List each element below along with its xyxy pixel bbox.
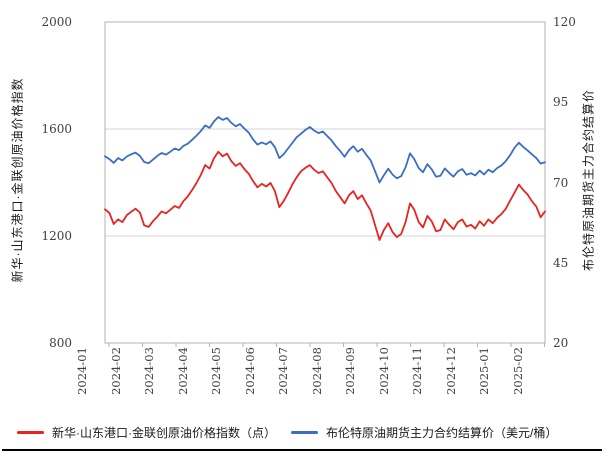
right-axis-tick: 45 (553, 255, 569, 270)
x-axis-tick: 2024-10 (376, 347, 391, 395)
right-axis-tick: 95 (553, 95, 569, 110)
chart-legend: 新华·山东港口·金联创原油价格指数（点） 布伦特原油期货主力合约结算价（美元/桶） (17, 422, 592, 442)
legend-line-swatch (17, 430, 44, 434)
right-axis-tick: 20 (553, 336, 569, 350)
left-axis-title: 新华·山东港口·金联创原油价格指数 (10, 77, 25, 283)
legend-item: 新华·山东港口·金联创原油价格指数（点） (17, 424, 276, 441)
x-axis-tick: 2024-02 (108, 347, 123, 395)
x-axis-tick: 2024-04 (175, 347, 190, 395)
x-axis-tick: 2024-07 (276, 347, 290, 395)
left-axis-tick: 2000 (41, 15, 72, 29)
left-axis-tick: 1200 (41, 229, 72, 243)
x-axis-tick: 2025-02 (510, 347, 525, 395)
bottom-border (2, 449, 602, 451)
x-axis-tick: 2024-08 (309, 347, 324, 395)
x-axis-tick: 2024-01 (75, 347, 89, 395)
plot-frame (104, 21, 546, 344)
series-line-brent (104, 116, 546, 184)
legend-label: 布伦特原油期货主力合约结算价（美元/桶） (326, 425, 558, 440)
legend-label: 新华·山东港口·金联创原油价格指数（点） (52, 425, 276, 440)
x-axis-tick: 2024-12 (443, 347, 458, 395)
left-axis-tick: 800 (49, 336, 72, 350)
x-axis-tick: 2024-06 (242, 347, 257, 395)
legend-item: 布伦特原油期货主力合约结算价（美元/桶） (291, 424, 557, 441)
legend-line-swatch (291, 430, 318, 434)
x-axis-tick: 2024-05 (209, 347, 223, 395)
left-axis-tick: 1600 (41, 122, 72, 136)
right-axis-title: 布伦特原油期货主力合约结算价 (581, 88, 596, 272)
x-axis-tick: 2024-09 (343, 347, 357, 395)
x-axis-tick: 2025-01 (477, 347, 491, 395)
x-axis-tick: 2024-11 (410, 347, 424, 395)
right-axis-tick: 70 (553, 175, 569, 190)
right-axis-tick: 120 (553, 15, 576, 29)
x-axis-tick: 2024-03 (142, 347, 156, 395)
series-line-index (104, 150, 546, 241)
